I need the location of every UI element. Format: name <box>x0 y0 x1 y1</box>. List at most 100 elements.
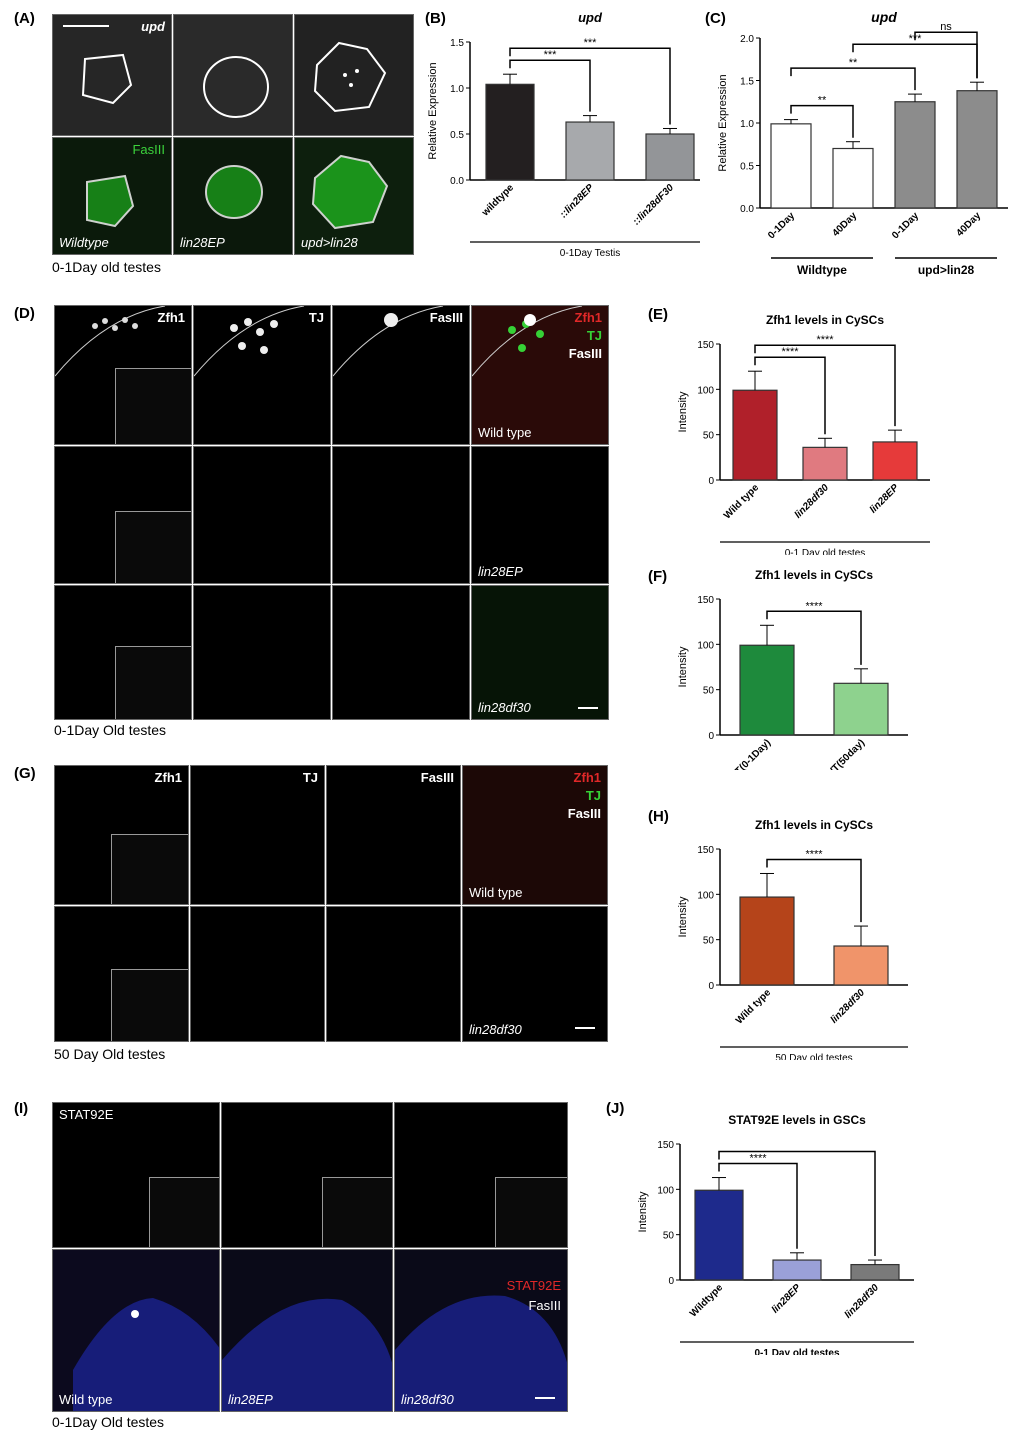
y-tick-label: 50 <box>703 431 715 442</box>
panel-label-a: (A) <box>14 10 35 27</box>
zoom-inset <box>149 1177 219 1247</box>
significance-label: *** <box>544 49 558 61</box>
panel-label-d: (D) <box>14 305 35 322</box>
significance-label: **** <box>816 334 834 346</box>
micrograph-tj-wt: TJ <box>193 305 331 445</box>
y-tick-label: 2.0 <box>740 34 754 45</box>
group-label: 0-1Day Testis <box>560 248 620 259</box>
scale-bar <box>578 707 598 709</box>
bar <box>802 446 848 481</box>
y-tick-label: 0.0 <box>450 176 464 187</box>
y-tick-label: 1.5 <box>740 77 754 88</box>
category-label: 40Day <box>955 210 984 239</box>
significance-label: **** <box>749 1153 767 1165</box>
significance-bracket <box>914 31 978 79</box>
micrograph-fasiii-lin28df30 <box>332 585 470 720</box>
bar <box>872 441 918 481</box>
merge-fasiii-label: FasIII <box>568 346 602 361</box>
y-axis-label: Relative Expression <box>717 74 729 171</box>
y-axis-label: Intensity <box>677 896 689 937</box>
micrograph-zfh1-df-50d <box>54 906 189 1042</box>
chart-zfh1-50day: Zfh1 levels in CySCs 0 50 100 150 Intensity Wi… <box>677 818 908 1060</box>
panel-label-f: (F) <box>648 568 668 585</box>
micrograph-zfh1-wt-50d: Zfh1 <box>54 765 189 905</box>
genotype-label-lin28ep: lin28EP <box>180 235 225 250</box>
chart-stat92e: STAT92E levels in GSCs 0 50 100 150 Intensity… <box>637 1113 914 1355</box>
panel-label-j: (J) <box>606 1100 625 1117</box>
y-tick-label: 50 <box>663 1231 675 1242</box>
micrograph-merge-stat-wt: Wild type <box>52 1249 220 1412</box>
y-tick-label: 1.0 <box>740 119 754 130</box>
chart-title: Zfh1 levels in CySCs <box>755 818 873 832</box>
significance-bracket <box>718 1162 798 1249</box>
merge-fasiii-label-i: FasIII <box>528 1298 561 1313</box>
panel-d-caption: 0-1Day Old testes <box>54 722 167 738</box>
group-label: upd>lin28 <box>918 263 975 277</box>
merge-fasiii-label-50d: FasIII <box>567 806 601 821</box>
bar <box>645 133 695 181</box>
micrograph-fasiii-wt-50d: FasIII <box>326 765 461 905</box>
scale-bar <box>575 1027 595 1029</box>
bar <box>833 682 889 736</box>
category-label: lin28df30 <box>843 1282 882 1321</box>
zoom-inset <box>322 1177 392 1247</box>
y-tick-label: 50 <box>703 936 715 947</box>
stat92e-label: STAT92E <box>59 1107 114 1122</box>
significance-bracket <box>766 858 862 923</box>
micrograph-merge-df-50d: lin28df30 <box>462 906 608 1042</box>
bar <box>770 123 812 209</box>
y-axis-label: Intensity <box>677 646 689 687</box>
micrograph-zfh1-lin28df30 <box>54 585 192 720</box>
y-tick-label: 0.5 <box>740 162 754 173</box>
category-label: lin28EP <box>868 482 902 516</box>
category-label: lin28EP <box>770 1282 804 1316</box>
micrograph-merge-lin28ep: lin28EP <box>471 446 609 584</box>
group-label: 0-1 Day old testes <box>754 1348 839 1355</box>
genotype-lin28df30-stat: lin28df30 <box>401 1392 454 1407</box>
chart-zfh1-0-1day: Zfh1 levels in CySCs 0 50 100 150 Intensity Wi… <box>677 313 930 555</box>
micrograph-fasiii-wildtype: FasIII Wildtype <box>52 137 172 255</box>
significance-label: **** <box>805 848 823 860</box>
y-tick-label: 100 <box>657 1185 674 1196</box>
significance-bracket <box>509 47 671 125</box>
merge-zfh1-label: Zfh1 <box>574 310 602 325</box>
genotype-label-upd-lin28: upd>lin28 <box>301 235 358 250</box>
y-axis-label: Intensity <box>677 391 689 432</box>
micrograph-upd-overexpression <box>294 14 414 136</box>
y-tick-label: 100 <box>697 640 714 651</box>
micrograph-tj-lin28ep <box>193 446 331 584</box>
chart-title: upd <box>871 9 897 25</box>
fasiii-label: FasIII <box>429 310 463 325</box>
y-tick-label: 150 <box>657 1140 674 1151</box>
micrograph-tj-df-50d <box>190 906 325 1042</box>
micrograph-fasiii-overexpression: upd>lin28 <box>294 137 414 255</box>
micrograph-merge-wt: Zfh1 TJ FasIII Wild type <box>471 305 609 445</box>
y-tick-label: 150 <box>697 595 714 606</box>
significance-label: ns <box>940 21 952 33</box>
chart-upd-age: upd 0.0 0.5 1.0 1.5 2.0 Relative Expression 0-1… <box>717 9 1008 277</box>
panel-label-h: (H) <box>648 808 669 825</box>
category-label: 40Day <box>831 210 860 239</box>
micrograph-zfh1-wt: Zfh1 <box>54 305 192 445</box>
y-tick-label: 0.0 <box>740 204 754 215</box>
micrograph-fasiii-lin28ep <box>332 446 470 584</box>
micrograph-fasiii-wt: FasIII <box>332 305 470 445</box>
category-label: ::lin28dF30 <box>631 182 676 227</box>
micrograph-upd-lin28ep <box>173 14 293 136</box>
upd-stain-label: upd <box>141 19 165 34</box>
bar <box>565 121 615 181</box>
zoom-inset <box>495 1177 567 1247</box>
y-tick-label: 150 <box>697 340 714 351</box>
panel-g-caption: 50 Day Old testes <box>54 1046 166 1062</box>
bar <box>772 1259 822 1281</box>
merge-tj-label: TJ <box>586 328 602 343</box>
bar <box>739 896 795 986</box>
micrograph-tj-wt-50d: TJ <box>190 765 325 905</box>
category-label: WT(50day) <box>824 737 868 770</box>
micrograph-tj-lin28df30 <box>193 585 331 720</box>
zfh1-label: Zfh1 <box>157 310 185 325</box>
micrograph-merge-wt-50d: Zfh1 TJ FasIII Wild type <box>462 765 608 905</box>
significance-bracket <box>790 104 854 138</box>
panel-label-e: (E) <box>648 306 668 323</box>
significance-label: **** <box>781 346 799 358</box>
